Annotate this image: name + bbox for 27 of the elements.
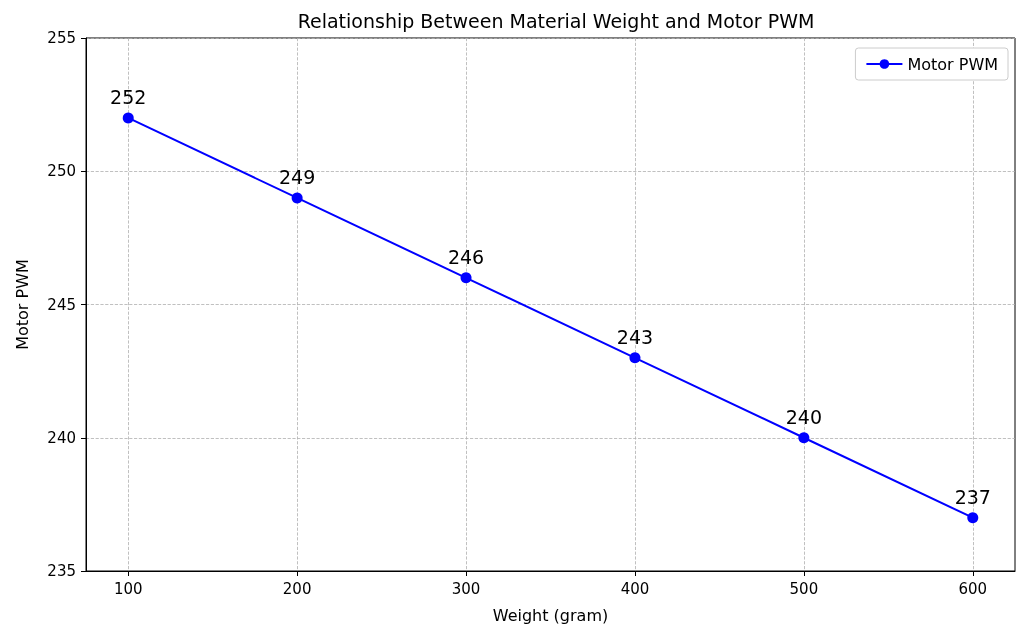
y-tick-label: 240 [47, 428, 76, 447]
y-tick-label: 255 [47, 29, 76, 47]
point [629, 352, 641, 364]
x-tick-label: 400 [620, 579, 650, 598]
y-tick-label: 250 [47, 162, 76, 181]
y-tick-label: 245 [47, 295, 76, 314]
x-tick-label: 500 [789, 579, 819, 598]
data-label: 246 [447, 245, 485, 268]
legend-label: Motor PWM [907, 54, 998, 74]
data-label: 249 [279, 165, 316, 188]
point [122, 112, 134, 124]
x-tick-label: 100 [113, 579, 143, 598]
data-label: 243 [616, 325, 654, 348]
x-tick-label: 300 [451, 579, 481, 598]
x-tick-label: 600 [958, 579, 988, 598]
point [460, 272, 472, 284]
chart-title: Relationship Between Material Weight and Motor PWM [297, 9, 815, 32]
point [967, 512, 979, 524]
y-tick-label: 235 [47, 562, 76, 580]
y-axis-title: Motor PWM [12, 259, 32, 350]
point [291, 192, 303, 204]
point [798, 432, 810, 444]
data-label: 252 [110, 85, 147, 108]
x-axis-title: Weight (gram) [492, 605, 609, 625]
x-tick-label: 200 [282, 579, 312, 598]
data-label: 240 [785, 405, 822, 428]
data-label: 237 [954, 485, 991, 508]
